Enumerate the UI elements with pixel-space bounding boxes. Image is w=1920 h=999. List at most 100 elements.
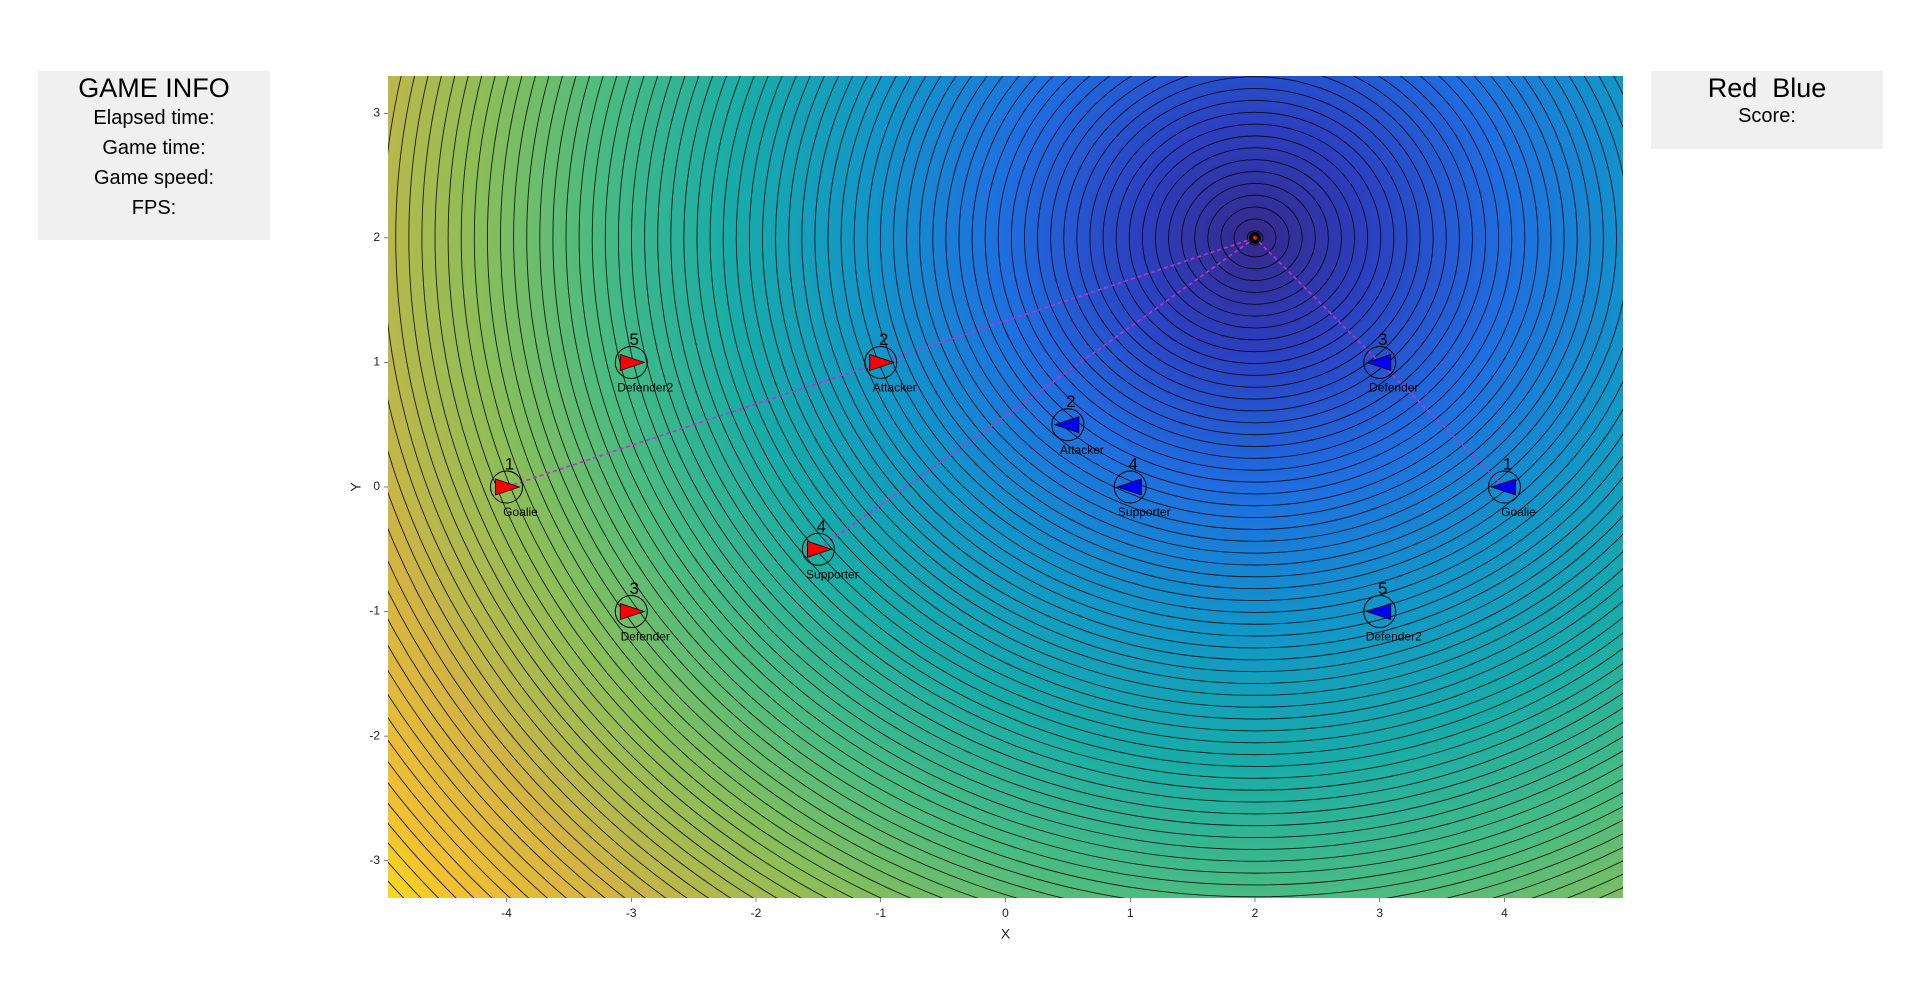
contour-line bbox=[919, 76, 1591, 542]
contour-line bbox=[736, 76, 1623, 708]
player-ring bbox=[614, 345, 648, 379]
contour-line bbox=[1024, 76, 1486, 447]
player-role: Defender2 bbox=[617, 381, 673, 395]
x-tick-label: 1 bbox=[1127, 906, 1134, 920]
player-ring bbox=[1363, 595, 1397, 629]
player-number: 3 bbox=[630, 579, 639, 598]
contour-line bbox=[1089, 88, 1421, 388]
player-role: Goalie bbox=[1501, 505, 1536, 519]
player-arrow bbox=[619, 602, 646, 621]
contour-line bbox=[1194, 182, 1316, 293]
contour-field bbox=[388, 76, 1623, 898]
contour-line bbox=[853, 76, 1623, 601]
player-ring bbox=[1363, 345, 1397, 379]
contour-line bbox=[893, 76, 1617, 566]
player bbox=[614, 345, 648, 379]
player-arrow bbox=[806, 540, 833, 558]
player-number: 4 bbox=[1129, 454, 1138, 473]
contour-line bbox=[1220, 206, 1290, 270]
game-info-panel: GAME INFO Elapsed time: Game time: Game … bbox=[38, 71, 270, 240]
player-ring bbox=[864, 345, 898, 379]
contour-line bbox=[447, 76, 1623, 898]
contour-line bbox=[1154, 147, 1355, 329]
x-tick-label: 4 bbox=[1501, 906, 1508, 920]
contour-line bbox=[762, 76, 1623, 684]
player bbox=[864, 345, 898, 379]
contour-line bbox=[1128, 123, 1382, 353]
contour-line bbox=[971, 76, 1539, 495]
contour-line bbox=[722, 76, 1623, 720]
y-tick-label: -1 bbox=[369, 604, 380, 618]
player bbox=[614, 595, 648, 629]
contour-line bbox=[801, 76, 1623, 649]
player-number: 5 bbox=[630, 330, 639, 349]
player-ring bbox=[1487, 470, 1521, 504]
intent-line bbox=[817, 237, 1256, 550]
player-arrow bbox=[1365, 602, 1392, 621]
contour-line bbox=[709, 76, 1623, 732]
contour-line bbox=[840, 76, 1623, 613]
x-tick-label: -1 bbox=[875, 906, 886, 920]
player-ring bbox=[490, 470, 524, 504]
contour-line bbox=[434, 76, 883, 898]
player-arrow bbox=[1490, 478, 1516, 496]
contour-line bbox=[683, 76, 1623, 755]
y-tick-label: -2 bbox=[369, 728, 380, 742]
player-arrow bbox=[869, 353, 896, 372]
contour-line bbox=[827, 76, 1623, 625]
player-role: Defender bbox=[1369, 381, 1418, 395]
x-tick-label: 3 bbox=[1376, 906, 1383, 920]
player-role: Supporter bbox=[806, 567, 859, 581]
contour-line bbox=[644, 76, 1623, 791]
y-tick-label: 1 bbox=[373, 355, 380, 369]
contour-line bbox=[631, 76, 1623, 803]
x-axis-label: X bbox=[1001, 926, 1011, 942]
contour-line bbox=[932, 76, 1578, 530]
contour-line bbox=[1102, 99, 1408, 376]
contour-line bbox=[591, 76, 1623, 838]
contour-line bbox=[513, 76, 1623, 898]
player-number: 1 bbox=[1503, 454, 1512, 473]
contour-line bbox=[487, 76, 1623, 898]
player-arrow bbox=[619, 353, 646, 372]
player-ring bbox=[1051, 408, 1085, 442]
player-role: Defender bbox=[621, 630, 670, 644]
contour-line bbox=[500, 76, 1623, 898]
player-arrow bbox=[1053, 416, 1080, 434]
contour-line bbox=[526, 76, 1623, 898]
contour-line bbox=[578, 76, 1623, 850]
contour-line bbox=[1076, 76, 1434, 400]
player-number: 2 bbox=[1066, 392, 1075, 411]
contour-line bbox=[618, 76, 1623, 815]
contour-line bbox=[421, 76, 855, 898]
x-tick-label: 2 bbox=[1252, 906, 1259, 920]
player-number: 4 bbox=[817, 517, 826, 536]
player bbox=[1113, 470, 1147, 504]
contour-line bbox=[1115, 111, 1395, 364]
contour-line bbox=[880, 76, 1623, 578]
info-line: Game speed: bbox=[93, 167, 215, 189]
y-axis-label: Y bbox=[348, 482, 364, 492]
player-number: 1 bbox=[505, 454, 514, 473]
player bbox=[801, 532, 835, 566]
contour-line bbox=[1233, 218, 1277, 258]
y-tick-label: 3 bbox=[373, 106, 380, 120]
contour-line bbox=[539, 76, 1623, 886]
player bbox=[490, 470, 524, 504]
player-ring bbox=[1113, 470, 1147, 504]
ball-center bbox=[1252, 235, 1257, 240]
contour-line bbox=[474, 76, 1623, 898]
contour-line bbox=[945, 76, 1565, 518]
player-number: 3 bbox=[1378, 330, 1387, 349]
panel-title: Red Blue bbox=[1707, 73, 1827, 103]
contour-line bbox=[552, 76, 1623, 874]
y-tick-label: 0 bbox=[373, 479, 380, 493]
score-panel: Red Blue Score: bbox=[1651, 71, 1883, 149]
contour-line bbox=[997, 76, 1513, 471]
contour-line bbox=[1010, 76, 1500, 459]
player-ring bbox=[801, 532, 835, 566]
x-tick-label: -4 bbox=[501, 906, 512, 920]
x-tick-label: -2 bbox=[751, 906, 762, 920]
